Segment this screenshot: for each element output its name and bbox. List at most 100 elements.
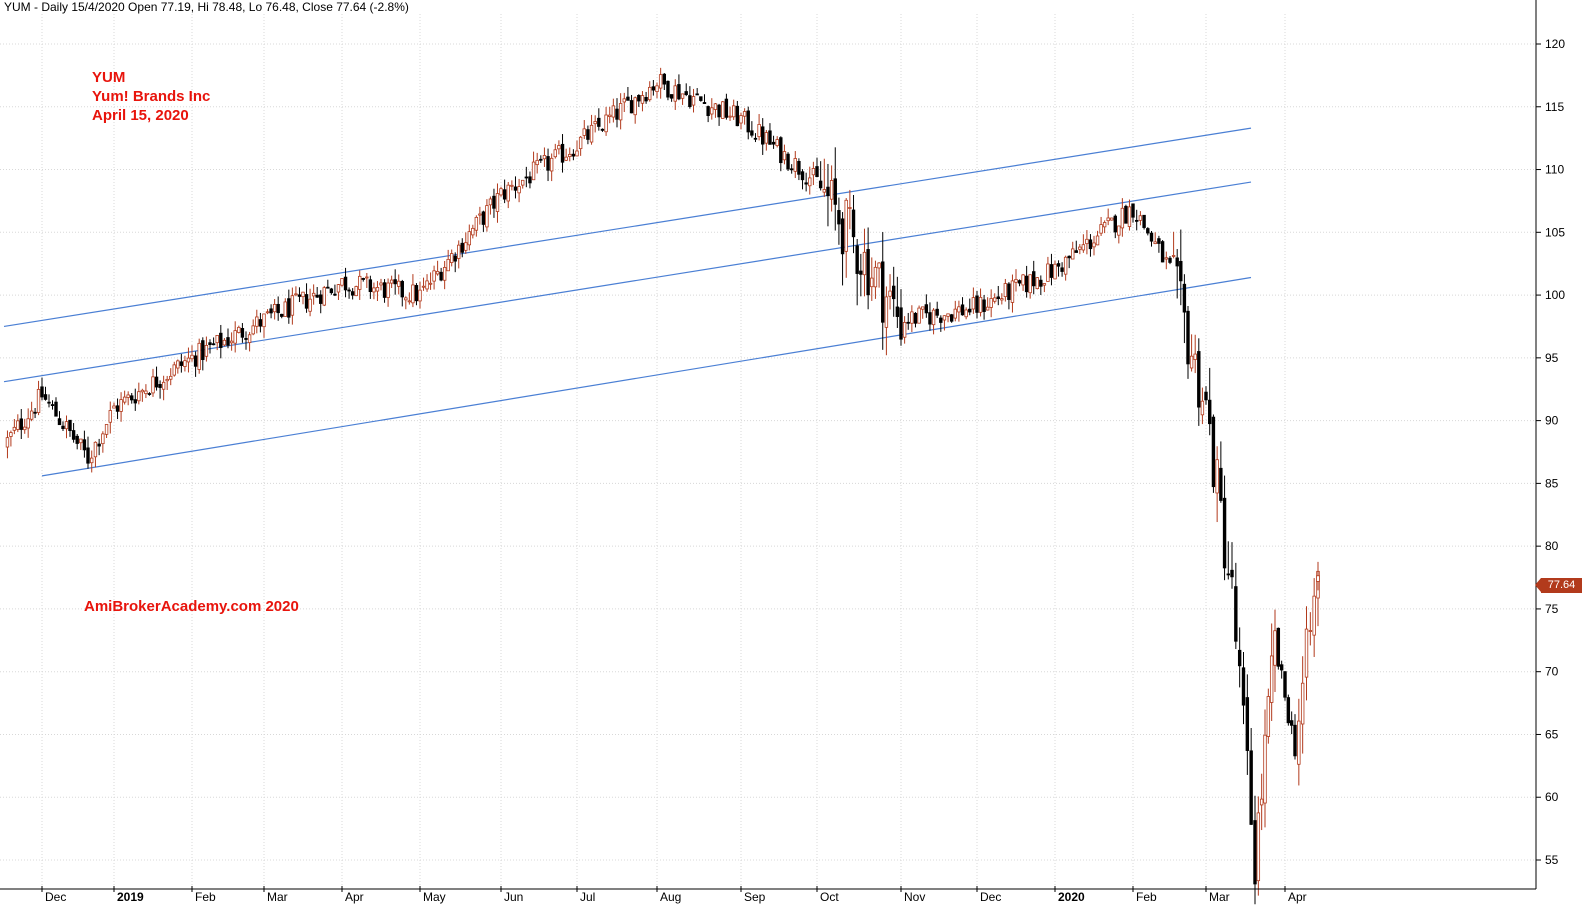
candle-layer (5, 67, 1320, 905)
candle-up (215, 334, 219, 344)
candle-down (1237, 649, 1242, 667)
candle-up (655, 85, 659, 93)
candle-up (1164, 257, 1168, 260)
candle-down (269, 308, 273, 314)
candle-down (54, 401, 58, 417)
candle-up (640, 95, 645, 104)
candle-up (1010, 280, 1015, 303)
x-tick-label: May (423, 890, 446, 904)
candle-down (1056, 263, 1061, 267)
candle-down (895, 306, 900, 317)
x-tick-label: Jun (504, 890, 523, 904)
y-tick-label: 105 (1545, 225, 1565, 239)
candle-down (347, 289, 351, 292)
candle-up (593, 121, 597, 125)
candle-up (1078, 246, 1082, 250)
candle-up (1304, 628, 1309, 678)
candle-down (1032, 271, 1036, 287)
candle-up (449, 253, 454, 263)
candle-down (786, 153, 790, 170)
candle-up (404, 297, 408, 301)
candle-up (604, 114, 608, 133)
candle-down (304, 294, 309, 309)
candle-up (36, 388, 41, 413)
candle-down (815, 166, 819, 178)
candle-up (957, 306, 961, 313)
candle-down (571, 153, 576, 157)
candle-up (308, 298, 312, 312)
y-tick-label: 55 (1545, 853, 1559, 867)
x-tick-label: Apr (1288, 890, 1307, 904)
annotation-date: April 15, 2020 (92, 107, 189, 124)
candle-up (1263, 734, 1267, 804)
candle-up (172, 364, 176, 376)
candle-up (557, 145, 561, 150)
y-tick-label: 115 (1545, 100, 1564, 114)
candle-up (764, 132, 769, 144)
candle-up (386, 282, 390, 298)
candle-down (61, 425, 65, 429)
candle-up (379, 282, 383, 286)
candle-down (1007, 283, 1011, 300)
candle-up (542, 155, 547, 160)
candle-down (615, 108, 619, 120)
candle-down (706, 106, 710, 117)
candle-up (775, 139, 779, 146)
candle-down (750, 130, 754, 136)
candle-up (1085, 238, 1089, 245)
candle-down (644, 97, 648, 102)
candle-up (283, 301, 287, 317)
candle-up (964, 309, 968, 318)
candle-up (397, 280, 401, 287)
candle-down (753, 137, 758, 140)
candle-up (1063, 256, 1068, 275)
candle-up (222, 339, 227, 346)
candle-down (779, 137, 783, 164)
candle-down (97, 443, 101, 447)
candle-up (428, 282, 433, 285)
candle-down (502, 189, 507, 200)
candle-up (255, 316, 259, 327)
candle-up (251, 325, 255, 335)
candle-down (460, 242, 464, 253)
candle-down (1211, 416, 1216, 488)
candle-up (531, 161, 536, 181)
candle-down (1113, 215, 1117, 233)
candle-up (1081, 244, 1086, 251)
candle-down (82, 439, 87, 451)
candle-down (244, 338, 248, 340)
candle-up (673, 85, 677, 102)
candle-down (677, 84, 681, 100)
candle-down (1060, 267, 1064, 272)
candle-down (924, 304, 929, 314)
candle-up (1046, 263, 1050, 282)
candle-up (119, 399, 123, 412)
candle-down (855, 245, 859, 274)
candle-up (1021, 274, 1025, 286)
candle-up (1171, 255, 1176, 257)
candle-up (521, 179, 525, 186)
candle-down (982, 299, 986, 312)
candle-down (1186, 310, 1190, 365)
candle-up (126, 394, 130, 398)
candle-down (75, 435, 79, 444)
candle-down (546, 156, 550, 171)
candle-up (1127, 206, 1132, 227)
candle-up (9, 432, 13, 437)
candle-up (474, 216, 479, 231)
candle-up (1106, 217, 1110, 222)
candle-up (1014, 279, 1018, 283)
trendline-channel-middle (3, 181, 1252, 383)
candle-up (101, 433, 105, 445)
candle-down (481, 211, 486, 225)
axis-layer: 55 60 65 70 75 80 85 90 95 100 105 110 115 120 Dec 2019… (0, 0, 1565, 904)
candle-up (1259, 798, 1264, 806)
candle-up (90, 457, 94, 464)
candle-up (322, 287, 326, 306)
candle-up (870, 277, 874, 288)
candle-down (666, 80, 670, 98)
candle-up (793, 158, 797, 172)
candle-down (1279, 664, 1284, 671)
y-tick-label: 70 (1545, 665, 1559, 679)
candle-up (721, 101, 725, 119)
